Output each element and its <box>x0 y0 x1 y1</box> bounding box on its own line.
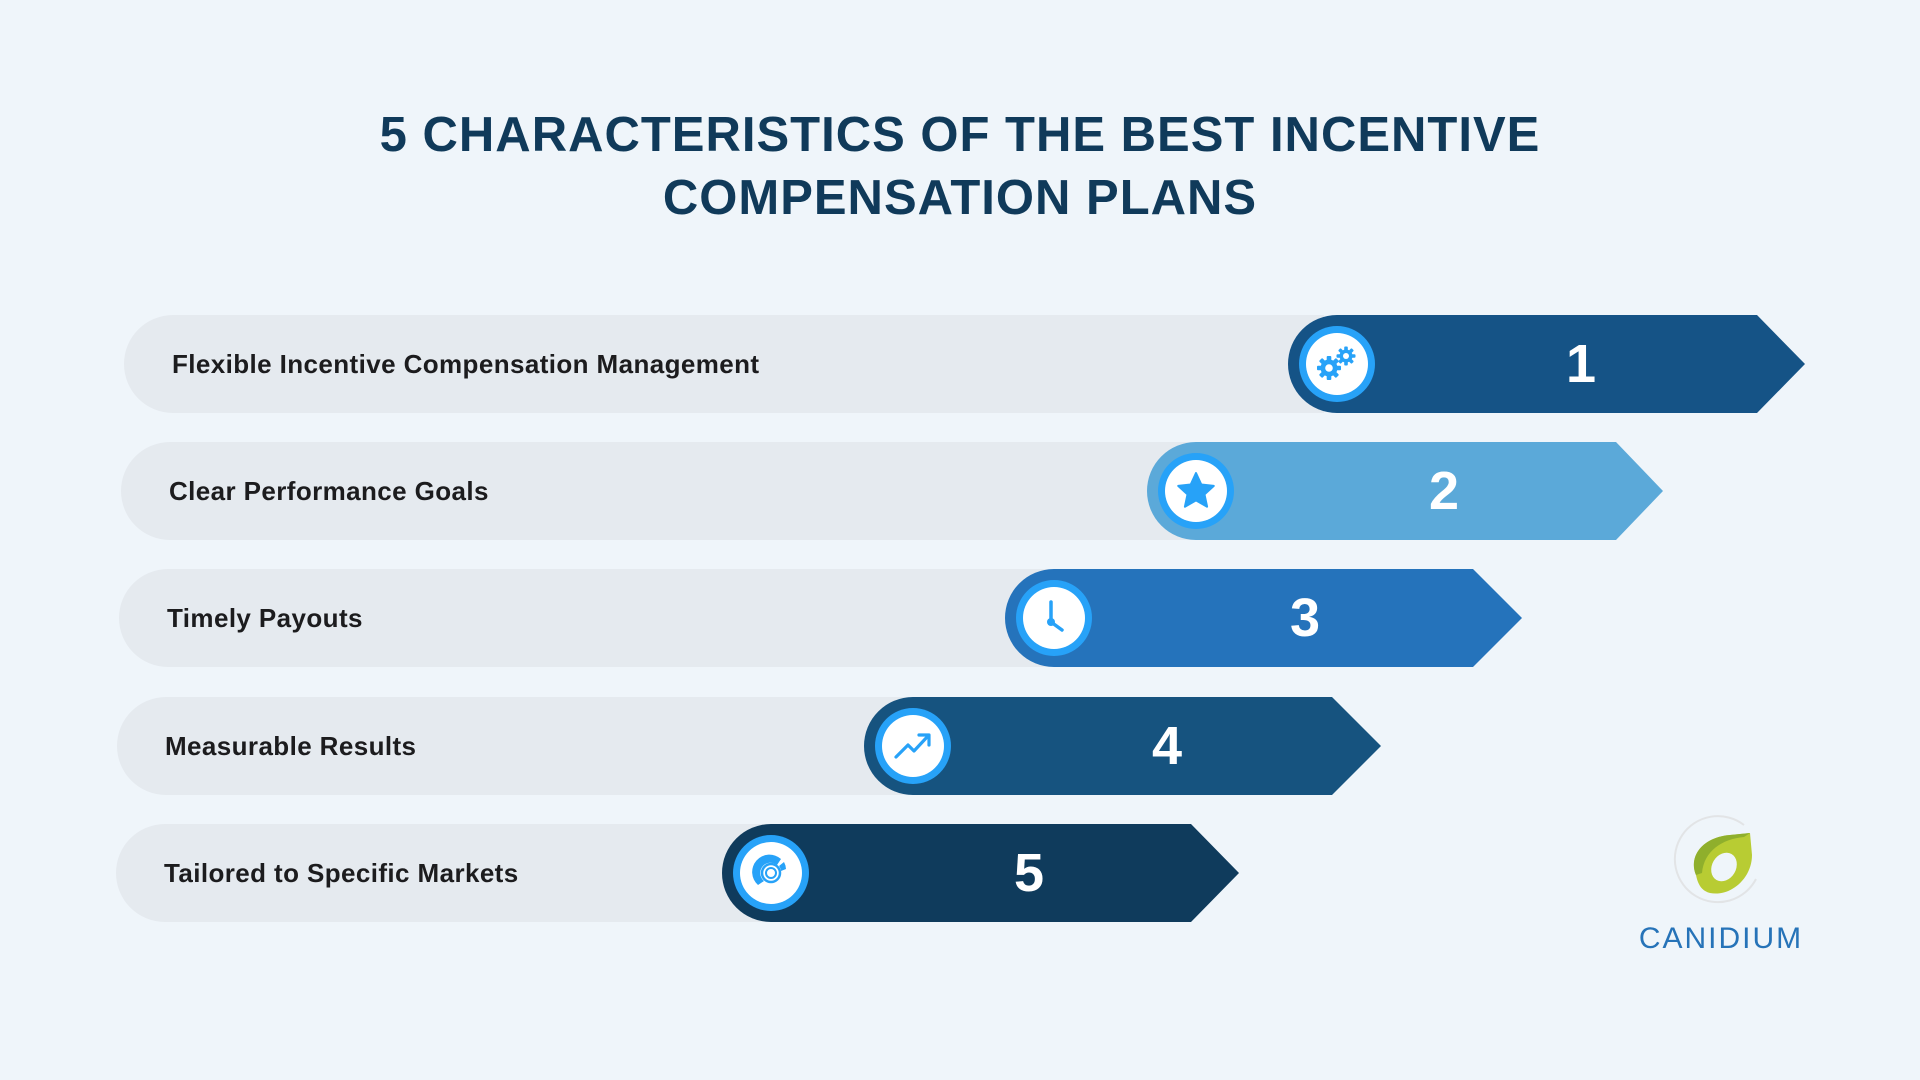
list-item: Clear Performance Goals 2 <box>121 442 1671 540</box>
item-number: 2 <box>1428 461 1460 521</box>
item-number: 3 <box>1289 588 1321 648</box>
canidium-mark-icon <box>1673 815 1757 904</box>
icon-badge <box>1016 580 1092 656</box>
number-arrow: 4 <box>864 697 1381 795</box>
icon-badge <box>1158 453 1234 529</box>
item-label: Timely Payouts <box>167 603 363 633</box>
number-arrow: 2 <box>1147 442 1663 540</box>
label-track <box>116 824 766 922</box>
item-label: Tailored to Specific Markets <box>164 858 519 888</box>
list-item: Tailored to Specific Markets 5 <box>116 824 1246 922</box>
label-track <box>121 442 1191 540</box>
icon-badge <box>875 708 951 784</box>
number-arrow: 1 <box>1288 315 1805 413</box>
icon-badge <box>1299 326 1375 402</box>
title-line-1: 5 CHARACTERISTICS OF THE BEST INCENTIVE <box>379 108 1541 162</box>
item-number: 5 <box>1013 843 1045 903</box>
canidium-logo: CANIDIUM <box>1636 815 1806 965</box>
arrow-shape <box>1288 315 1805 413</box>
item-label: Clear Performance Goals <box>169 476 489 506</box>
logo-text: CANIDIUM <box>1638 922 1804 955</box>
arrow-shape <box>1147 442 1663 540</box>
item-number: 1 <box>1565 334 1597 394</box>
label-track <box>119 569 1049 667</box>
target-icon <box>752 854 786 885</box>
arrow-shape <box>722 824 1239 922</box>
number-arrow: 5 <box>722 824 1239 922</box>
list-item: Measurable Results 4 <box>117 697 1387 795</box>
trend-up-icon <box>894 733 931 759</box>
arrow-shape <box>1005 569 1522 667</box>
star-icon <box>1177 472 1215 508</box>
title-line-2: COMPENSATION PLANS <box>662 171 1258 225</box>
page-title: 5 CHARACTERISTICS OF THE BEST INCENTIVE … <box>0 104 1920 230</box>
number-arrow: 3 <box>1005 569 1522 667</box>
label-track <box>124 315 1324 413</box>
label-track <box>117 697 907 795</box>
item-label: Flexible Incentive Compensation Manageme… <box>172 349 760 379</box>
gears-icon <box>1317 346 1356 380</box>
clock-icon <box>1047 600 1064 632</box>
arrow-shape <box>864 697 1381 795</box>
item-number: 4 <box>1151 716 1183 776</box>
list-item: Flexible Incentive Compensation Manageme… <box>124 315 1814 413</box>
icon-badge <box>733 835 809 911</box>
list-item: Timely Payouts 3 <box>119 569 1529 667</box>
item-label: Measurable Results <box>165 731 417 761</box>
